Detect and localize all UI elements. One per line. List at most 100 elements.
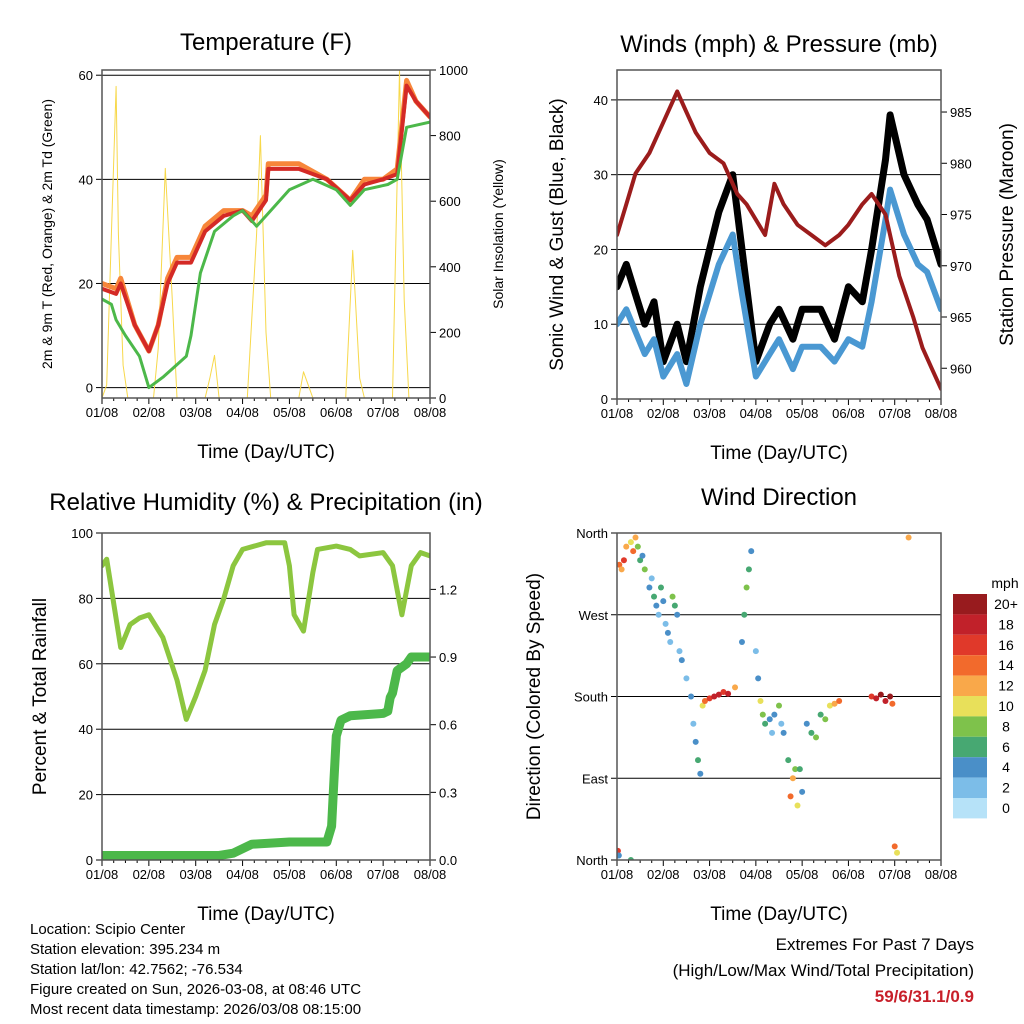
y-right-tick-label: 985: [950, 105, 972, 120]
x-tick-label: 04/08: [740, 406, 773, 421]
direction-point: [662, 620, 669, 627]
recent-data-text: Most recent data timestamp: 2026/03/08 0…: [30, 1001, 362, 1018]
direction-point: [787, 793, 794, 800]
y-right-tick-label: 0.6: [439, 718, 457, 733]
x-tick-label: 07/08: [367, 867, 400, 882]
panel-temperature: Temperature (F) Time (Day/UTC) 2m & 9m T (…: [39, 29, 506, 463]
x-tick-label: 02/08: [133, 867, 166, 882]
legend-swatch: [953, 736, 987, 758]
direction-point: [617, 852, 622, 859]
series-gust: [617, 111, 941, 366]
direction-point: [868, 693, 875, 700]
y-right-tick-label: 1000: [439, 63, 468, 78]
y-tick-label: 80: [79, 591, 93, 606]
direction-point: [701, 698, 708, 705]
direction-point: [711, 693, 718, 700]
x-tick-label: 04/08: [740, 867, 773, 882]
x-tick-label: 06/08: [832, 406, 865, 421]
y-right-tick-label: 0.9: [439, 650, 457, 665]
direction-point: [803, 720, 810, 727]
plot-area: [617, 534, 912, 860]
direction-point: [741, 611, 748, 618]
direction-point: [894, 849, 901, 856]
legend-label: 16: [998, 637, 1014, 653]
plot-frame: [616, 532, 942, 861]
plot-frame: [101, 532, 431, 861]
x-tick-label: 04/08: [226, 867, 259, 882]
chart-title: Wind Direction: [701, 484, 857, 511]
direction-point: [732, 684, 739, 691]
y-right-tick-label: 800: [439, 129, 461, 144]
direction-point: [669, 593, 676, 600]
x-tick-label: 08/08: [414, 405, 447, 420]
direction-point: [780, 729, 787, 736]
x-tick-label: 03/08: [693, 406, 726, 421]
y-right-tick-label: 960: [950, 361, 972, 376]
speed-legend: mph 20+ 18 16 14 12 10 8 6 4 2 0: [953, 575, 1019, 819]
x-axis-label: Time (Day/UTC): [197, 904, 335, 925]
plot-area: [102, 540, 430, 860]
direction-point: [776, 702, 782, 709]
x-tick-label: 02/08: [647, 406, 680, 421]
direction-point: [759, 711, 766, 718]
x-tick-label: 08/08: [925, 867, 958, 882]
chart-title: Winds (mph) & Pressure (mb): [620, 31, 937, 58]
y-tick-label: North: [576, 853, 608, 868]
direction-point: [808, 729, 815, 736]
direction-point: [817, 711, 824, 718]
panel-wind_direction: Wind Direction Time (Day/UTC) Direction (C…: [524, 484, 1019, 925]
direction-point: [699, 702, 706, 709]
y-right-tick-label: 970: [950, 259, 972, 274]
direction-point: [745, 566, 752, 573]
x-tick-label: 05/08: [786, 867, 819, 882]
direction-point: [769, 729, 776, 736]
series-total-rainfall: [102, 652, 430, 860]
direction-point: [706, 695, 713, 702]
direction-point: [667, 639, 674, 645]
direction-point: [639, 552, 646, 559]
direction-point: [623, 543, 630, 550]
legend-title: mph: [991, 575, 1018, 591]
direction-point: [690, 720, 697, 727]
direction-point: [789, 775, 796, 782]
direction-point: [634, 543, 641, 550]
direction-point: [617, 847, 621, 854]
direction-point: [655, 611, 662, 618]
direction-point: [762, 720, 769, 727]
y-right-tick-label: 965: [950, 310, 972, 325]
y-tick-label: 40: [79, 722, 93, 737]
direction-point: [796, 766, 803, 773]
direction-point: [664, 629, 671, 636]
direction-point: [620, 557, 627, 564]
direction-point: [618, 566, 625, 573]
legend-label: 4: [1002, 759, 1010, 775]
y-tick-label: 20: [79, 276, 93, 291]
x-tick-label: 08/08: [414, 867, 447, 882]
y-right-tick-label: 0.0: [439, 853, 457, 868]
y-tick-label: 20: [594, 242, 608, 257]
y-tick-label: East: [582, 771, 608, 786]
direction-point: [799, 788, 806, 795]
panel-winds: Winds (mph) & Pressure (mb) Time (Day/UTC…: [547, 31, 1018, 464]
y-tick-label: 10: [594, 317, 608, 332]
y-right-tick-label: 975: [950, 208, 972, 223]
direction-point: [637, 557, 644, 564]
series-sonic-wind: [617, 186, 941, 387]
direction-point: [697, 770, 704, 777]
y-tick-label: 0: [86, 853, 93, 868]
x-tick-label: 06/08: [320, 405, 353, 420]
y-tick-label: 20: [79, 788, 93, 803]
direction-point: [794, 802, 801, 809]
direction-point: [671, 602, 678, 609]
y-axis-label: 2m & 9m T (Red, Orange) & 2m Td (Green): [39, 99, 55, 369]
y-right-tick-label: 1.2: [439, 582, 457, 597]
extremes-box: Extremes For Past 7 Days (High/Low/Max W…: [673, 932, 974, 1010]
direction-point: [755, 675, 762, 682]
extremes-title: Extremes For Past 7 Days: [775, 935, 974, 954]
direction-point: [641, 566, 648, 573]
latlon-text: Station lat/lon: 42.7562; -76.534: [30, 961, 243, 978]
y-tick-label: 40: [79, 172, 93, 187]
x-tick-label: 04/08: [226, 405, 259, 420]
direction-point: [778, 720, 785, 727]
